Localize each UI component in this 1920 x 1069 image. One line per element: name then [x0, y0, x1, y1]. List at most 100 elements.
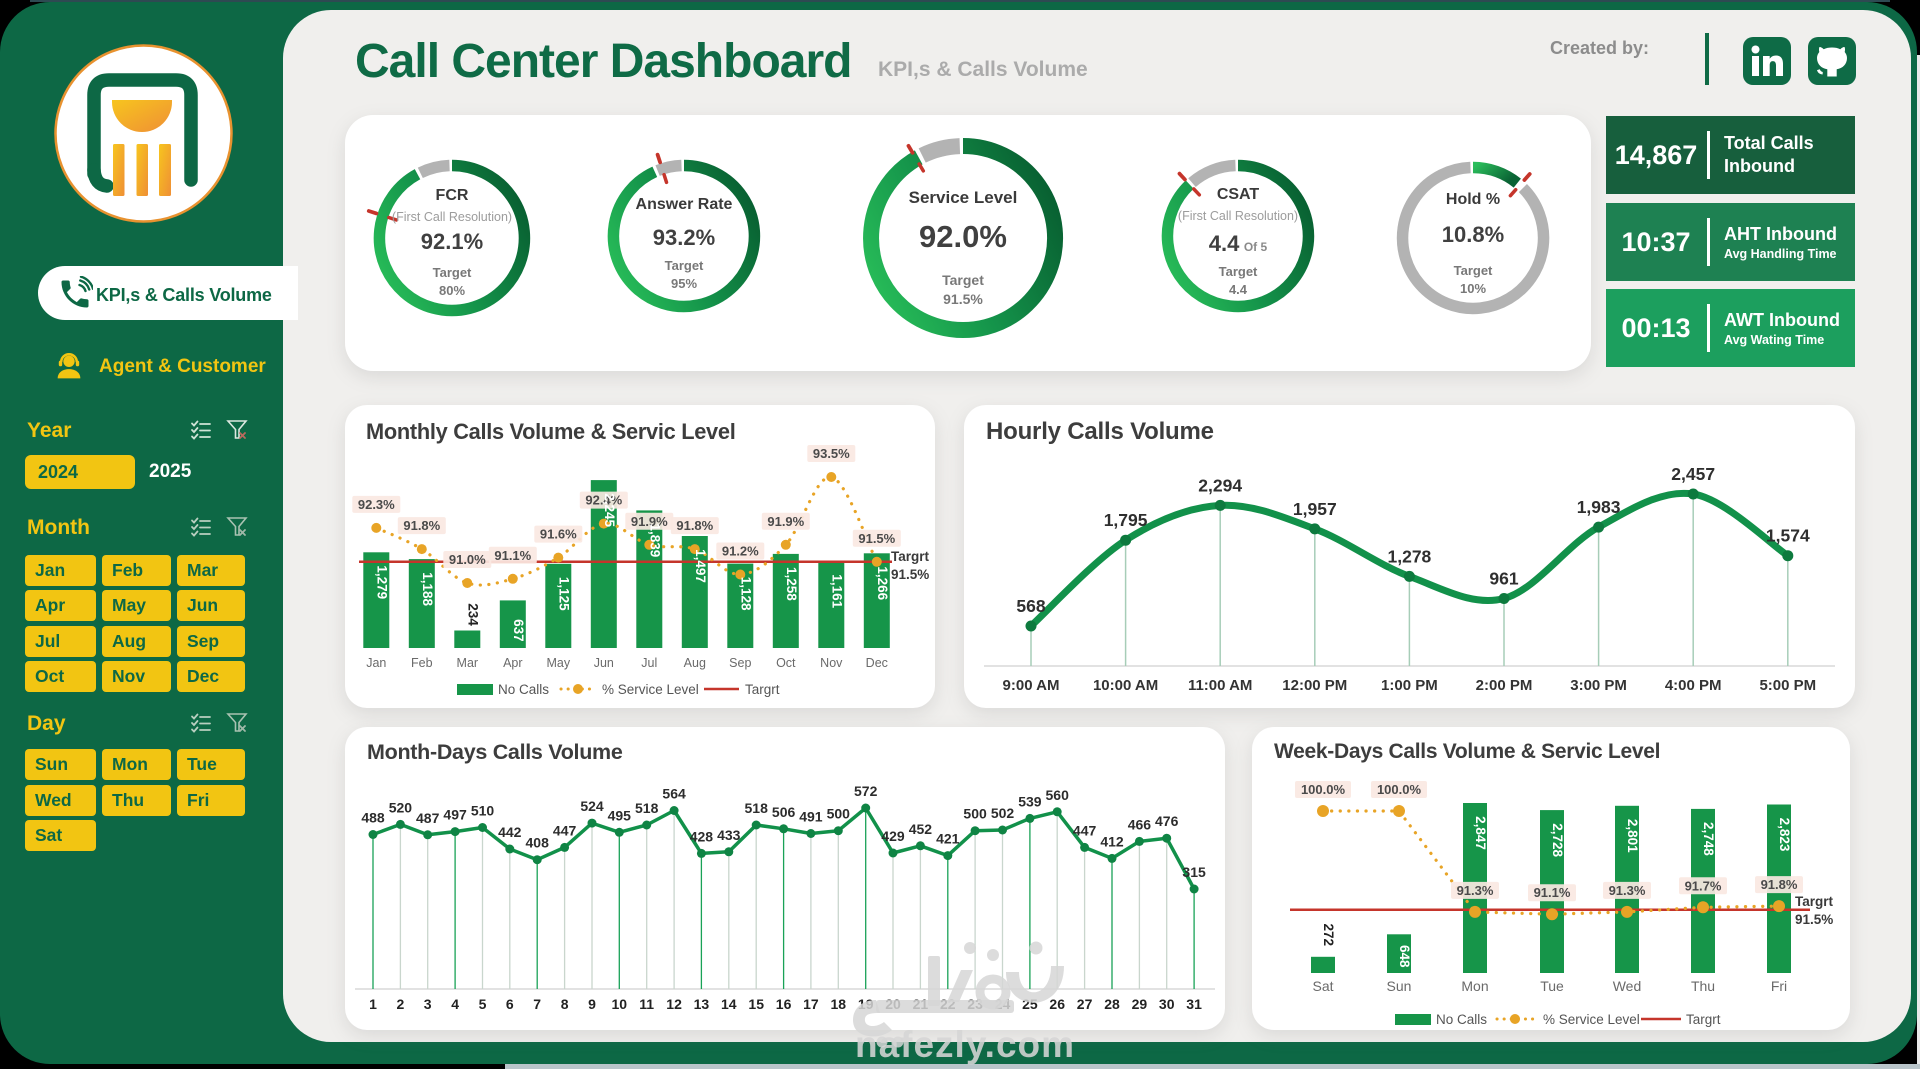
svg-text:408: 408 — [526, 835, 550, 851]
svg-text:91.6%: 91.6% — [540, 527, 577, 542]
svg-text:12: 12 — [666, 996, 682, 1012]
svg-text:447: 447 — [1073, 822, 1097, 838]
svg-text:91.5%: 91.5% — [1795, 912, 1833, 927]
svg-text:524: 524 — [580, 798, 604, 814]
svg-text:12:00 PM: 12:00 PM — [1282, 677, 1347, 694]
svg-text:1,497: 1,497 — [693, 549, 708, 583]
svg-text:92.3%: 92.3% — [358, 497, 395, 512]
svg-text:Dec: Dec — [866, 656, 888, 670]
svg-text:100.0%: 100.0% — [1377, 782, 1422, 797]
svg-text:6: 6 — [506, 996, 514, 1012]
svg-text:5:00 PM: 5:00 PM — [1759, 677, 1816, 694]
svg-text:495: 495 — [608, 807, 632, 823]
svg-text:1,161: 1,161 — [829, 574, 844, 608]
svg-text:No Calls: No Calls — [1436, 1012, 1487, 1027]
svg-text:539: 539 — [1018, 793, 1042, 809]
svg-text:10:00 AM: 10:00 AM — [1093, 677, 1158, 694]
svg-text:412: 412 — [1100, 833, 1124, 849]
svg-text:3:00 PM: 3:00 PM — [1570, 677, 1627, 694]
svg-text:564: 564 — [662, 786, 686, 802]
svg-text:Feb: Feb — [411, 656, 433, 670]
svg-text:14: 14 — [721, 996, 737, 1012]
svg-text:17: 17 — [803, 996, 819, 1012]
svg-text:91.8%: 91.8% — [1761, 877, 1798, 892]
svg-text:2,245: 2,245 — [602, 493, 617, 527]
svg-text:91.2%: 91.2% — [722, 544, 759, 559]
svg-text:315: 315 — [1182, 864, 1206, 880]
svg-text:18: 18 — [831, 996, 847, 1012]
svg-text:Nov: Nov — [820, 656, 843, 670]
svg-text:518: 518 — [635, 800, 659, 816]
svg-text:421: 421 — [936, 831, 960, 847]
svg-text:Targrt: Targrt — [891, 549, 930, 564]
svg-text:428: 428 — [690, 828, 714, 844]
svg-text:637: 637 — [511, 619, 526, 642]
svg-text:510: 510 — [471, 803, 495, 819]
svg-text:1,279: 1,279 — [374, 565, 389, 599]
svg-text:2,748: 2,748 — [1701, 822, 1716, 856]
svg-text:91.5%: 91.5% — [858, 531, 895, 546]
svg-text:3: 3 — [424, 996, 432, 1012]
svg-text:502: 502 — [991, 805, 1015, 821]
svg-text:429: 429 — [881, 828, 905, 844]
svg-text:518: 518 — [745, 800, 769, 816]
svg-text:Jul: Jul — [641, 656, 657, 670]
svg-text:Fri: Fri — [1771, 978, 1787, 994]
svg-text:91.9%: 91.9% — [631, 514, 668, 529]
svg-text:1,957: 1,957 — [1293, 499, 1337, 519]
svg-text:1,128: 1,128 — [738, 577, 753, 611]
svg-text:568: 568 — [1016, 596, 1045, 616]
svg-text:28: 28 — [1104, 996, 1120, 1012]
svg-text:1,983: 1,983 — [1577, 497, 1621, 517]
svg-text:91.9%: 91.9% — [767, 514, 804, 529]
svg-text:1,266: 1,266 — [875, 566, 890, 600]
svg-text:Thu: Thu — [1691, 978, 1715, 994]
svg-text:1,839: 1,839 — [647, 524, 662, 558]
svg-text:487: 487 — [416, 810, 440, 826]
svg-text:1,574: 1,574 — [1766, 526, 1810, 546]
svg-text:91.8%: 91.8% — [676, 518, 713, 533]
svg-text:7: 7 — [533, 996, 541, 1012]
svg-text:8: 8 — [561, 996, 569, 1012]
svg-text:9: 9 — [588, 996, 596, 1012]
svg-text:497: 497 — [443, 807, 467, 823]
svg-text:Mon: Mon — [1461, 978, 1488, 994]
svg-text:Wed: Wed — [1613, 978, 1642, 994]
svg-text:476: 476 — [1155, 813, 1179, 829]
svg-text:452: 452 — [909, 821, 933, 837]
svg-text:Aug: Aug — [684, 656, 706, 670]
svg-text:Targrt: Targrt — [745, 682, 780, 697]
svg-text:% Service Level: % Service Level — [602, 682, 699, 697]
svg-text:nafezly.com: nafezly.com — [855, 1024, 1075, 1065]
svg-text:Sat: Sat — [1312, 978, 1333, 994]
svg-text:91.7%: 91.7% — [1685, 878, 1722, 893]
svg-text:572: 572 — [854, 783, 878, 799]
svg-text:961: 961 — [1489, 569, 1518, 589]
svg-text:Targrt: Targrt — [1795, 894, 1834, 909]
svg-text:560: 560 — [1046, 787, 1070, 803]
svg-text:2,728: 2,728 — [1550, 823, 1565, 857]
svg-text:2,823: 2,823 — [1777, 818, 1792, 852]
svg-text:Sun: Sun — [1387, 978, 1412, 994]
svg-text:520: 520 — [389, 799, 413, 815]
svg-text:1: 1 — [369, 996, 377, 1012]
svg-text:447: 447 — [553, 822, 577, 838]
svg-text:16: 16 — [776, 996, 792, 1012]
svg-text:4: 4 — [451, 996, 459, 1012]
svg-text:91.3%: 91.3% — [1609, 883, 1646, 898]
svg-text:10: 10 — [612, 996, 628, 1012]
svg-text:91.0%: 91.0% — [449, 552, 486, 567]
svg-text:2,801: 2,801 — [1625, 819, 1640, 853]
svg-text:13: 13 — [694, 996, 710, 1012]
svg-text:Oct: Oct — [776, 656, 796, 670]
svg-text:11:00 AM: 11:00 AM — [1188, 677, 1252, 694]
svg-text:Tue: Tue — [1540, 978, 1564, 994]
svg-text:1,278: 1,278 — [1388, 546, 1432, 566]
svg-text:2:00 PM: 2:00 PM — [1476, 677, 1533, 694]
svg-text:100.0%: 100.0% — [1301, 782, 1346, 797]
svg-text:Jan: Jan — [366, 656, 386, 670]
svg-text:92.4%: 92.4% — [585, 493, 622, 508]
svg-text:5: 5 — [479, 996, 487, 1012]
svg-text:2,457: 2,457 — [1671, 464, 1715, 484]
svg-text:Sep: Sep — [729, 656, 751, 670]
